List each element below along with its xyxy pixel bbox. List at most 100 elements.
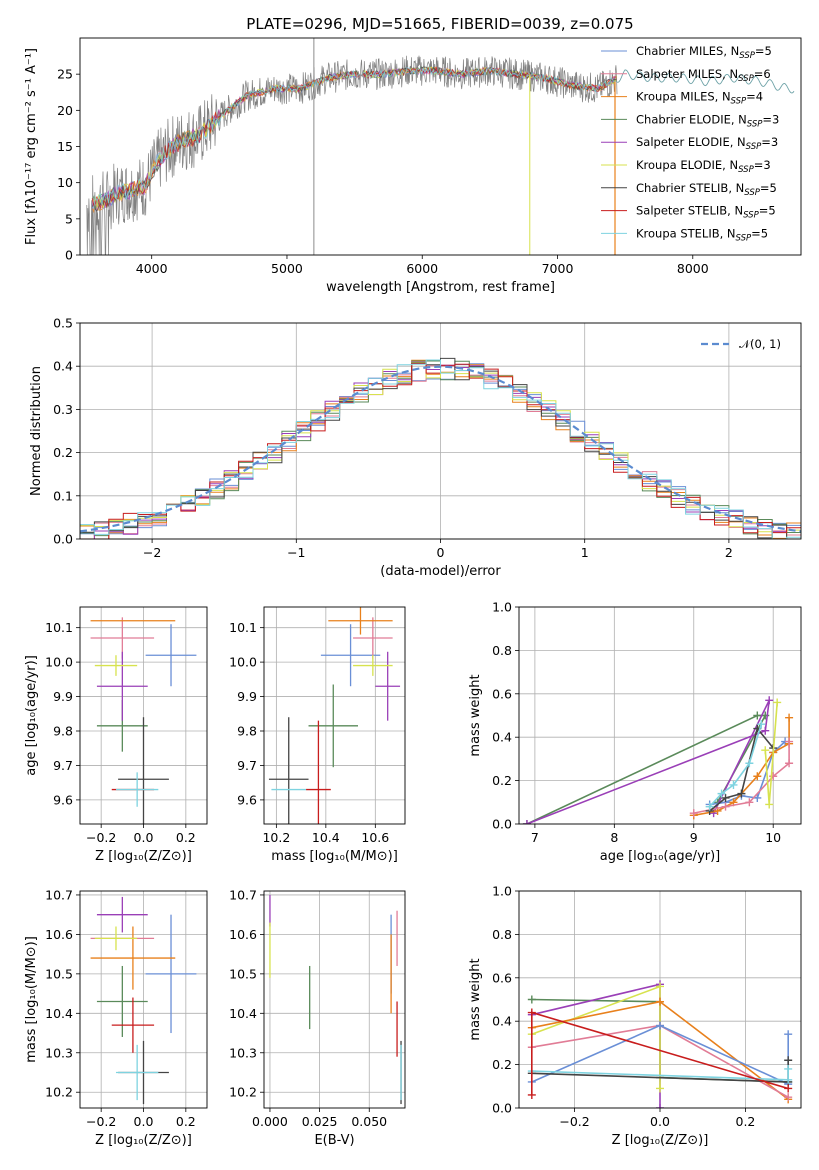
y-tick-label: 0.4 [492, 1014, 512, 1029]
y-tick-label: 9.8 [53, 724, 73, 739]
weight-marker-kroupa-elodie [761, 746, 770, 755]
legend-entry-kroupa-elodie: Kroupa ELODIE, NSSP=3 [636, 158, 771, 175]
y-tick-label: 9.9 [237, 689, 257, 704]
y-tick-label: 0.0 [492, 1101, 512, 1116]
legend-text: Salpeter STELIB, N [636, 204, 743, 218]
y-axis-label: mass weight [468, 958, 483, 1040]
x-axis-label: Z [log₁₀(Z/Z⊙)] [95, 849, 192, 864]
plot-area [522, 696, 794, 824]
y-tick-label: 10.1 [45, 620, 73, 635]
y-tick-label: 10.2 [45, 1085, 73, 1100]
legend-text: Kroupa MILES, N [636, 90, 731, 104]
weight-marker-chabrier-stelib [737, 789, 746, 798]
legend-text: Salpeter MILES, N [636, 67, 738, 81]
legend-entry-chabrier-miles: Chabrier MILES, NSSP=5 [636, 44, 772, 61]
y-tick-label: 1.0 [492, 600, 512, 615]
weight-line-chabrier-elodie [526, 714, 767, 824]
weight-marker-salpeter-elodie [765, 696, 774, 705]
legend-entry-chabrier-elodie: Chabrier ELODIE, NSSP=3 [636, 112, 779, 129]
legend-text: Kroupa STELIB, N [636, 226, 736, 240]
histogram-kroupa-elodie [80, 361, 801, 539]
axes-frame [263, 606, 406, 825]
weight-marker-chabrier-elodie [753, 711, 762, 720]
x-tick-label: 0.000 [252, 1114, 288, 1129]
legend-entry-normal: 𝒩(0, 1) [739, 337, 781, 351]
y-tick-label: 10.3 [229, 1045, 257, 1060]
x-tick-label: 7000 [542, 261, 574, 276]
legend-subscript: SSP [739, 51, 755, 61]
model-spectrum-line-chabrier-miles [91, 66, 617, 212]
legend-entry-kroupa-miles: Kroupa MILES, NSSP=4 [636, 90, 763, 107]
weight-marker-salpeter-miles [745, 798, 754, 807]
legend-text: Chabrier ELODIE, N [636, 112, 747, 126]
plot-area [90, 896, 197, 1105]
plot-area [269, 894, 402, 1105]
x-tick-label: −0.2 [86, 830, 116, 845]
x-tick-label: 10 [765, 830, 781, 845]
x-tick-label: 9 [690, 830, 698, 845]
mass-vs-ebv-panel: 0.000 0.025 0.050 10.2 10.3 10.4 10.5 10.6 10.7 E… [229, 887, 406, 1148]
x-tick-label: 8000 [677, 261, 709, 276]
histogram-chabrier-elodie [80, 360, 801, 537]
y-tick-label: 9.6 [237, 792, 257, 807]
axes-frame [79, 606, 208, 825]
model-spectrum-line-kroupa-stelib [91, 66, 617, 210]
x-axis-label: age [log₁₀(age/yr)] [600, 849, 721, 864]
x-tick-label: 10.2 [262, 830, 290, 845]
y-tick-label: 0.2 [53, 445, 73, 460]
x-tick-label: −1 [287, 545, 305, 560]
plot-area [90, 617, 197, 824]
axes-frame [518, 890, 802, 1109]
x-tick-label: 0 [437, 545, 445, 560]
legend-subscript: SSP [736, 233, 752, 243]
weight-marker-kroupa-elodie [773, 698, 782, 707]
y-tick-label: 10.0 [229, 655, 257, 670]
y-tick-label: 0.6 [492, 686, 512, 701]
y-tick-label: 0.3 [53, 402, 73, 417]
axes-frame [79, 322, 802, 540]
x-tick-label: 0.0 [134, 1114, 154, 1129]
weight-line-salpeter-elodie [526, 699, 770, 824]
weight-marker-salpeter-elodie [522, 820, 531, 824]
y-tick-label: 0.2 [492, 1057, 512, 1072]
legend-entry-kroupa-stelib: Kroupa STELIB, NSSP=5 [636, 226, 768, 243]
y-tick-label: 0.2 [492, 773, 512, 788]
legend-subscript: SSP [738, 74, 754, 84]
weight-marker-kroupa-miles [753, 772, 762, 781]
model-spectrum-line-kroupa-elodie [91, 66, 617, 209]
y-axis-label: Flux [fλ10⁻¹⁷ erg cm⁻² s⁻¹ A⁻¹] [24, 48, 39, 245]
weight-marker-kroupa-elodie [656, 982, 664, 991]
x-tick-label: 5000 [271, 261, 303, 276]
y-tick-label: 10.4 [45, 1006, 73, 1021]
legend-text-end: =4 [746, 90, 763, 104]
weight-marker-salpeter-miles [784, 1093, 793, 1102]
legend-text-end: =5 [751, 226, 768, 240]
y-tick-label: 15 [57, 139, 73, 154]
y-tick-label: 10.5 [45, 966, 73, 981]
axes-frame [263, 890, 406, 1109]
age-vs-metallicity-panel: −0.2 0.0 0.2 9.6 9.7 9.8 9.9 10.0 10.1 Z [log₁₀(Z… [24, 606, 208, 864]
weight-marker-kroupa-stelib [784, 1064, 793, 1073]
model-spectrum-line-salpeter-stelib [91, 66, 617, 210]
weight-marker-salpeter-stelib [527, 1008, 536, 1017]
observed-spectrum-line [86, 55, 618, 255]
weight-marker-kroupa-stelib [784, 1075, 793, 1084]
age-vs-mass-panel: 10.2 10.4 10.6 9.6 9.7 9.8 9.9 10.0 10.1 mass [lo… [229, 606, 406, 864]
x-axis-label: Z [log₁₀(Z/Z⊙)] [95, 1133, 192, 1148]
weight-marker-chabrier-miles [784, 1030, 793, 1039]
legend-subscript: SSP [743, 211, 759, 221]
legend-text-end: =3 [762, 112, 779, 126]
legend-subscript: SSP [731, 97, 747, 107]
y-tick-label: 1.0 [492, 884, 512, 899]
x-tick-label: −0.2 [559, 1114, 589, 1129]
weight-marker-salpeter-miles [785, 737, 794, 746]
y-axis-label: Normed distribution [29, 366, 44, 496]
mass-weight-vs-metallicity-panel: −0.2 0.0 0.2 0.0 0.2 0.4 0.6 0.8 1.0 Z [log₁₀(Z/Z… [468, 884, 802, 1148]
weight-marker-kroupa-stelib [705, 802, 714, 811]
weight-marker-salpeter-stelib [784, 1084, 793, 1093]
legend-text: Salpeter ELODIE, N [636, 135, 746, 149]
legend-entry-salpeter-miles: Salpeter MILES, NSSP=6 [636, 67, 771, 84]
x-tick-label: 10.4 [312, 830, 340, 845]
x-tick-label: 8 [610, 830, 618, 845]
weight-marker-salpeter-elodie [761, 726, 770, 735]
